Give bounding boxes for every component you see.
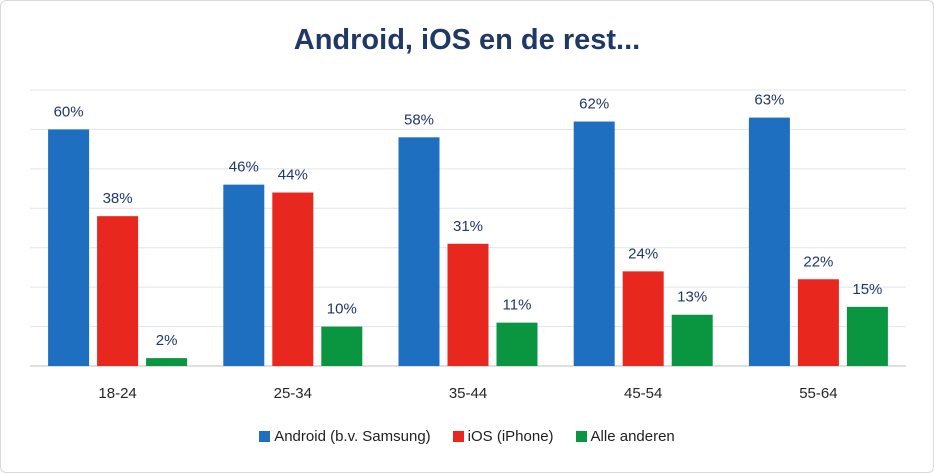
bar	[321, 326, 363, 366]
data-label: 31%	[453, 218, 483, 235]
data-label: 24%	[628, 245, 658, 262]
x-tick-label: 25-34	[274, 385, 312, 402]
data-label: 62%	[579, 96, 609, 113]
legend-label-others: Alle anderen	[590, 428, 675, 445]
bar	[622, 271, 664, 366]
x-tick-label: 35-44	[449, 385, 487, 402]
bar	[48, 129, 90, 366]
data-label: 63%	[754, 92, 784, 109]
bar	[146, 358, 188, 366]
bar	[748, 117, 790, 366]
bar	[447, 243, 489, 366]
legend-swatch-others	[575, 431, 587, 442]
data-label: 2%	[156, 332, 178, 349]
legend-item-ios: iOS (iPhone)	[452, 428, 554, 445]
x-tick-label: 18-24	[98, 385, 136, 402]
data-label: 44%	[278, 167, 308, 184]
legend-swatch-ios	[452, 431, 464, 442]
data-label: 15%	[852, 281, 882, 298]
bar	[272, 192, 314, 366]
data-label: 46%	[229, 159, 259, 176]
bar	[573, 121, 615, 367]
bar	[846, 306, 888, 366]
bar	[671, 314, 713, 366]
legend-item-others: Alle anderen	[575, 428, 675, 445]
data-label: 22%	[803, 253, 833, 270]
bar	[797, 279, 839, 366]
legend-label-android: Android (b.v. Samsung)	[274, 428, 431, 445]
data-label: 58%	[404, 111, 434, 128]
legend-label-ios: iOS (iPhone)	[467, 428, 554, 445]
bar	[97, 216, 139, 366]
x-tick-label: 55-64	[799, 385, 837, 402]
legend-item-android: Android (b.v. Samsung)	[259, 428, 431, 445]
chart-title: Android, iOS en de rest...	[293, 24, 641, 56]
x-tick-label: 45-54	[624, 385, 662, 402]
data-label: 10%	[327, 301, 357, 318]
data-label: 13%	[677, 289, 707, 306]
bar	[496, 322, 538, 366]
legend: Android (b.v. Samsung) iOS (iPhone) Alle…	[0, 428, 934, 445]
bar	[398, 137, 440, 366]
legend-swatch-android	[259, 431, 271, 442]
data-label: 60%	[54, 103, 84, 120]
data-label: 38%	[103, 190, 133, 207]
data-label: 11%	[503, 297, 532, 314]
bar	[223, 184, 265, 366]
